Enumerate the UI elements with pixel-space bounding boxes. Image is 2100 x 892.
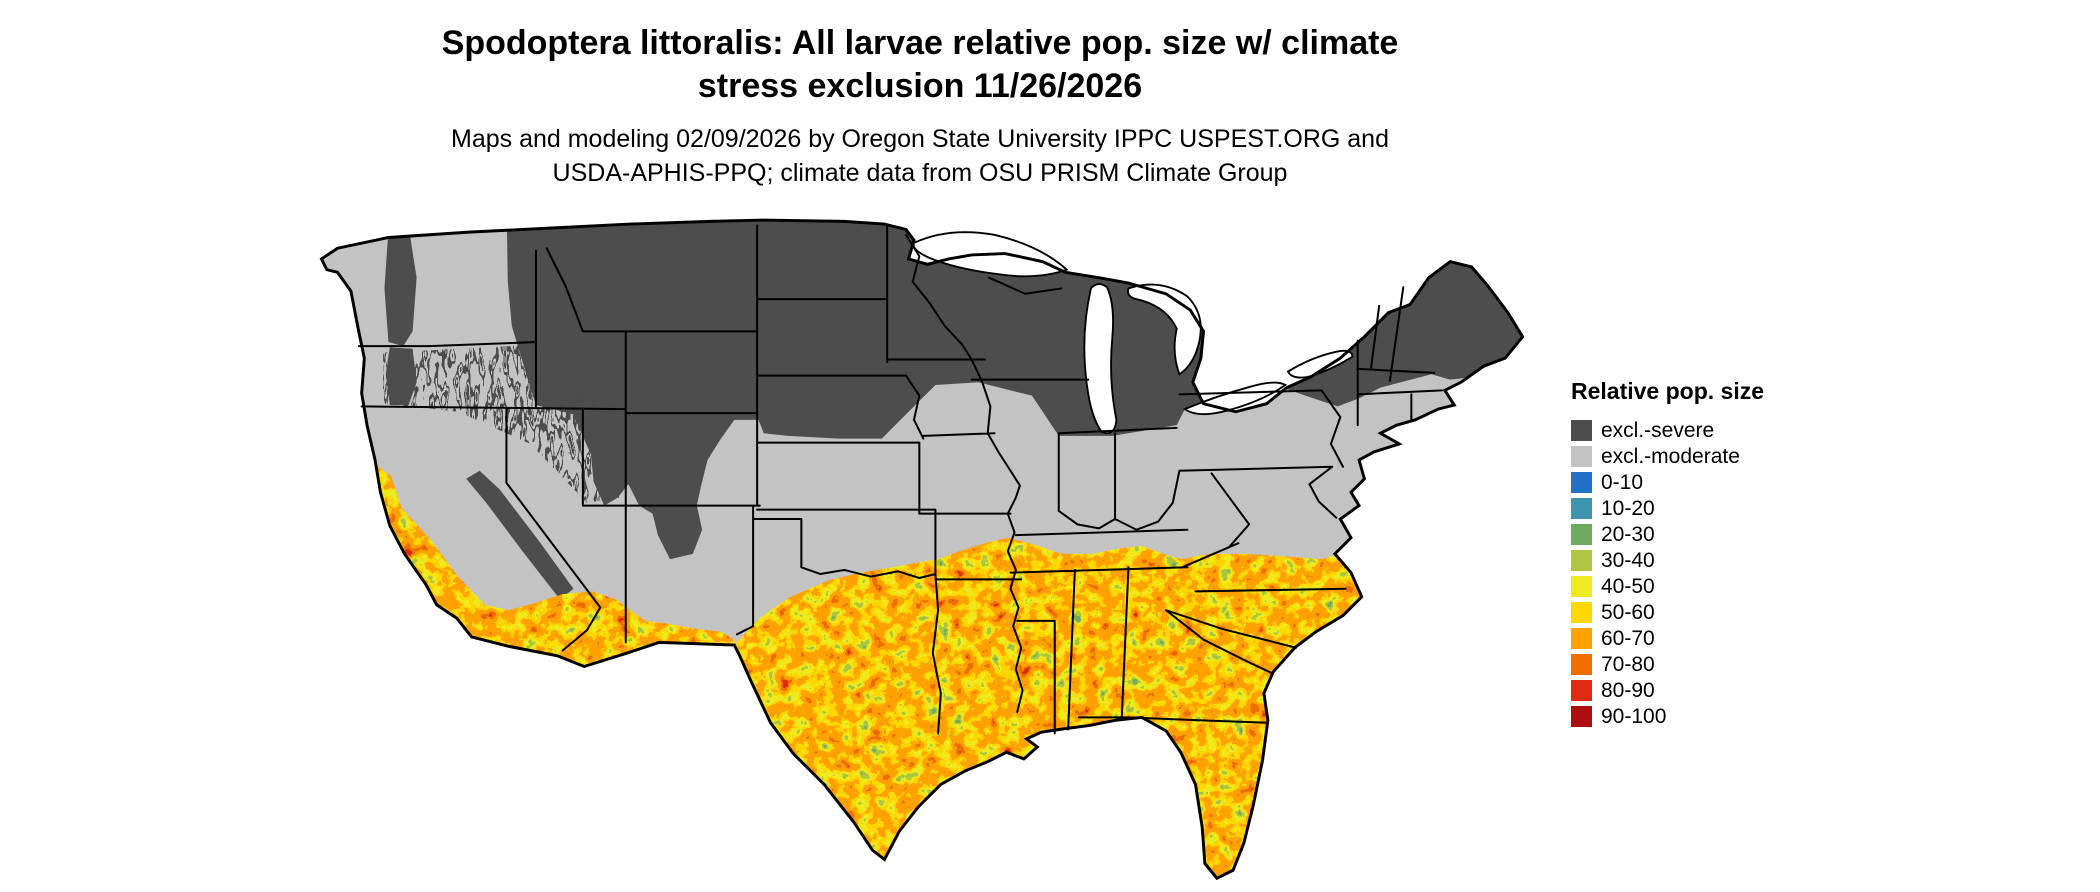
lake-ontario [1286, 349, 1354, 379]
legend-label: excl.-severe [1601, 418, 1715, 442]
legend-item: 30-40 [1571, 547, 1764, 573]
legend-swatch-0-10 [1571, 471, 1592, 493]
state-borders [357, 224, 1444, 735]
legend-item: 50-60 [1571, 599, 1764, 625]
map-title: Spodoptera littoralis: All larvae relati… [0, 22, 1840, 108]
us-map [308, 208, 1528, 885]
legend-label: 80-90 [1601, 678, 1655, 702]
legend-swatch-80-90 [1571, 679, 1592, 701]
legend-item: 90-100 [1571, 703, 1764, 729]
legend-swatch-50-60 [1571, 601, 1592, 623]
map-title-line1: Spodoptera littoralis: All larvae relati… [441, 24, 1399, 62]
legend-item: 60-70 [1571, 625, 1764, 651]
lake-michigan [1083, 283, 1118, 435]
legend-swatch-30-40 [1571, 549, 1592, 571]
legend-label: 0-10 [1601, 470, 1644, 494]
legend-swatch-40-50 [1571, 575, 1592, 597]
legend-item: 40-50 [1571, 573, 1764, 599]
legend-item: 0-10 [1571, 469, 1764, 495]
legend-item: excl.-moderate [1571, 443, 1764, 469]
legend-label: 10-20 [1601, 496, 1655, 520]
legend-label: 50-60 [1601, 600, 1655, 624]
legend-item: 70-80 [1571, 651, 1764, 677]
legend-label: 20-30 [1601, 522, 1655, 546]
map-title-line2: stress exclusion 11/26/2026 [697, 67, 1143, 105]
legend-swatch-60-70 [1571, 627, 1592, 649]
legend-swatch-excl-severe [1571, 419, 1592, 441]
map-subtitle-line2: USDA-APHIS-PPQ; climate data from OSU PR… [552, 159, 1288, 187]
legend-label: excl.-moderate [1601, 444, 1740, 468]
legend-swatch-70-80 [1571, 653, 1592, 675]
legend-label: 30-40 [1601, 548, 1655, 572]
legend-label: 40-50 [1601, 574, 1655, 598]
legend-item: 10-20 [1571, 495, 1764, 521]
lake-huron [1127, 283, 1202, 376]
legend: Relative pop. size excl.-severe excl.-mo… [1571, 378, 1764, 729]
legend-title: Relative pop. size [1571, 378, 1765, 404]
legend-label: 90-100 [1601, 704, 1667, 728]
legend-swatch-90-100 [1571, 705, 1592, 727]
legend-swatch-10-20 [1571, 497, 1592, 519]
legend-swatch-excl-moderate [1571, 445, 1592, 467]
legend-label: 60-70 [1601, 626, 1655, 650]
legend-item: excl.-severe [1571, 417, 1764, 443]
legend-swatch-20-30 [1571, 523, 1592, 545]
legend-item: 20-30 [1571, 521, 1764, 547]
map-texture-great-basin [383, 344, 620, 503]
legend-item: 80-90 [1571, 677, 1764, 703]
legend-label: 70-80 [1601, 652, 1655, 676]
map-subtitle: Maps and modeling 02/09/2026 by Oregon S… [0, 122, 1840, 190]
map-subtitle-line1: Maps and modeling 02/09/2026 by Oregon S… [451, 125, 1389, 153]
